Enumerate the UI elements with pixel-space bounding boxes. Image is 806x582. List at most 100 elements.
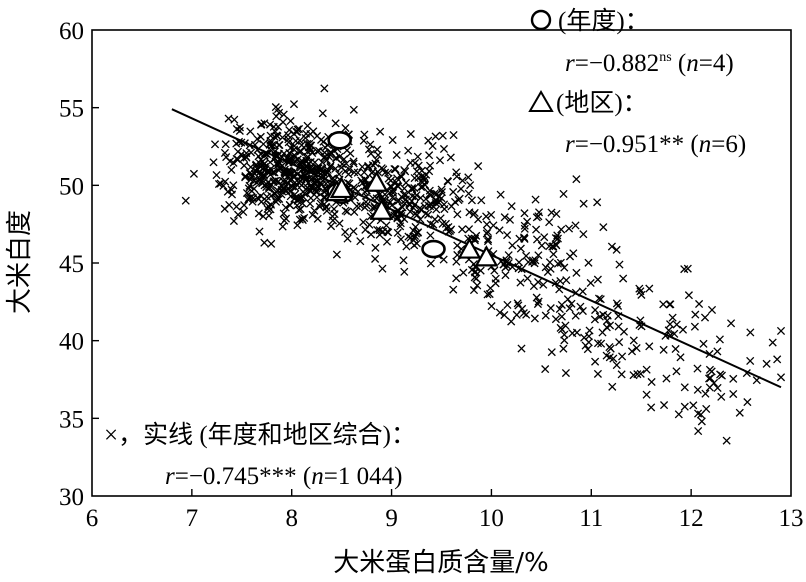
scatter-point bbox=[266, 200, 276, 209]
scatter-point bbox=[393, 214, 402, 223]
scatter-point bbox=[552, 241, 561, 250]
scatter-point bbox=[664, 326, 673, 335]
scatter-point bbox=[406, 129, 415, 139]
scatter-point bbox=[482, 220, 491, 229]
scatter-point bbox=[290, 190, 299, 199]
scatter-point bbox=[242, 188, 252, 198]
scatter-point bbox=[322, 206, 331, 215]
scatter-point bbox=[520, 209, 529, 218]
scatter-point bbox=[293, 125, 302, 134]
scatter-point bbox=[334, 170, 344, 179]
scatter-point bbox=[613, 301, 623, 310]
scatter-point bbox=[320, 84, 329, 93]
scatter-point bbox=[522, 251, 531, 260]
scatter-point bbox=[425, 189, 434, 199]
scatter-point bbox=[381, 168, 390, 177]
y-tick-label: 40 bbox=[59, 329, 84, 356]
scatter-point bbox=[410, 201, 419, 210]
scatter-point bbox=[270, 132, 279, 141]
scatter-point bbox=[289, 100, 299, 109]
scatter-point bbox=[371, 254, 380, 263]
scatter-point bbox=[373, 145, 382, 154]
scatter-point bbox=[326, 163, 335, 172]
scatter-point bbox=[255, 227, 264, 236]
scatter-point bbox=[329, 204, 339, 214]
scatter-point bbox=[270, 168, 279, 177]
triangle-point bbox=[369, 198, 394, 220]
scatter-point bbox=[683, 264, 692, 273]
legend-triangle-stat: r=−0.951** (n=6) bbox=[565, 131, 746, 158]
scatter-point bbox=[435, 156, 445, 165]
stat-value: =−0.745*** ( bbox=[175, 463, 312, 490]
fit-line-group bbox=[171, 108, 782, 389]
scatter-point bbox=[363, 163, 372, 172]
scatter-point bbox=[705, 365, 714, 374]
scatter-point bbox=[274, 140, 283, 150]
scatter-point bbox=[495, 308, 504, 317]
scatter-point bbox=[350, 168, 359, 177]
scatter-point bbox=[260, 238, 269, 247]
scatter-point bbox=[341, 123, 350, 133]
scatter-point bbox=[232, 202, 241, 211]
scatter-point bbox=[563, 295, 572, 304]
scatter-point bbox=[181, 196, 190, 205]
scatter-point bbox=[406, 158, 415, 167]
scatter-point bbox=[361, 225, 370, 234]
scatter-point bbox=[680, 383, 689, 392]
scatter-point bbox=[545, 258, 554, 267]
stat-significance: ns bbox=[659, 50, 671, 65]
scatter-point bbox=[331, 119, 340, 128]
scatter-point bbox=[452, 257, 461, 266]
scatter-point bbox=[559, 344, 568, 353]
scatter-point bbox=[308, 182, 317, 191]
scatter-point bbox=[438, 219, 447, 228]
scatter-point bbox=[350, 207, 359, 217]
triangle-point bbox=[364, 170, 389, 192]
scatter-point bbox=[665, 300, 674, 309]
scatter-point bbox=[560, 336, 569, 345]
scatter-point bbox=[227, 185, 236, 194]
scatter-point bbox=[599, 310, 608, 319]
scatter-point bbox=[487, 302, 496, 311]
scatter-point bbox=[278, 133, 287, 142]
stat-value: =−0.882 bbox=[575, 50, 659, 77]
legend-triangle-label: (地区)： bbox=[556, 89, 648, 117]
scatter-point bbox=[533, 299, 542, 309]
scatter-point bbox=[303, 121, 312, 130]
x-tick-label: 8 bbox=[285, 505, 298, 532]
scatter-point bbox=[246, 163, 255, 172]
scatter-point bbox=[467, 265, 477, 274]
scatter-point bbox=[539, 280, 548, 289]
scatter-point bbox=[216, 179, 225, 188]
scatter-point bbox=[421, 194, 431, 204]
scatter-point bbox=[636, 369, 645, 378]
scatter-point bbox=[707, 305, 717, 314]
scatter-point bbox=[647, 403, 656, 412]
scatter-point bbox=[410, 209, 420, 219]
scatter-point bbox=[300, 171, 309, 180]
scatter-point bbox=[286, 116, 295, 126]
scatter-point bbox=[223, 187, 232, 196]
scatter-point bbox=[612, 245, 621, 254]
scatter-point bbox=[400, 267, 409, 276]
scatter-point bbox=[464, 189, 473, 198]
scatter-point bbox=[269, 122, 278, 131]
scatter-point bbox=[561, 368, 570, 378]
scatter-point bbox=[599, 223, 608, 232]
scatter-point bbox=[281, 176, 290, 186]
circle-point bbox=[421, 239, 446, 259]
scatter-point bbox=[619, 274, 628, 283]
scatter-point bbox=[384, 168, 393, 177]
scatter-point bbox=[328, 216, 337, 225]
scatter-point bbox=[659, 345, 668, 354]
scatter-point bbox=[562, 276, 571, 285]
scatter-point bbox=[235, 126, 244, 135]
scatter-point bbox=[410, 173, 419, 183]
scatter-point bbox=[591, 357, 600, 366]
scatter-point bbox=[279, 176, 288, 185]
scatter-point bbox=[674, 410, 683, 419]
scatter-point bbox=[360, 168, 369, 177]
scatter-point bbox=[676, 353, 685, 362]
scatter-point bbox=[551, 315, 560, 324]
scatter-point bbox=[189, 169, 198, 178]
